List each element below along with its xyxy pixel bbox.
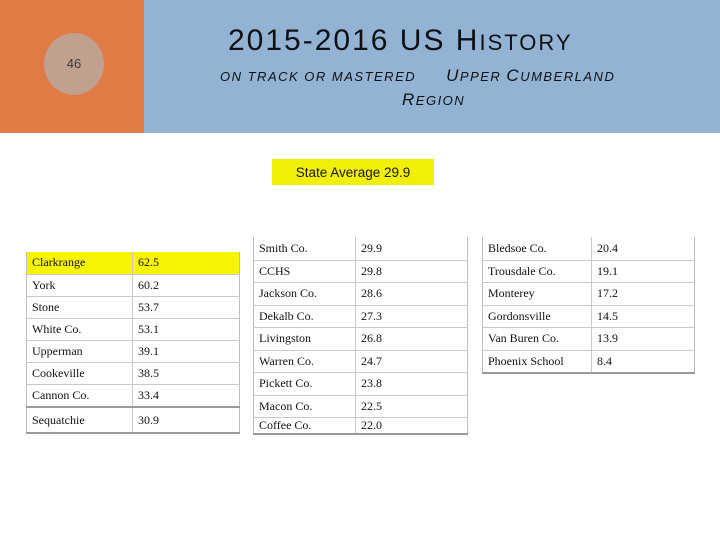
slide-title: 2015-2016 US HISTORY [228, 24, 708, 58]
table-row: Smith Co. 29.9 [253, 237, 468, 261]
header-right-band [144, 0, 720, 133]
table-row: Cannon Co. 33.4 [26, 384, 240, 408]
school-name: York [26, 274, 133, 297]
subtitle-cap-c: C [506, 66, 521, 85]
school-name: Stone [26, 296, 133, 319]
school-name: Livingston [253, 327, 356, 351]
school-score: 26.8 [355, 327, 468, 351]
title-part-main: 2015-2016 US H [228, 24, 480, 57]
school-name: Smith Co. [253, 237, 356, 261]
table-row: Livingston 26.8 [253, 327, 468, 351]
school-score: 62.5 [132, 252, 240, 275]
school-name: Bledsoe Co. [482, 237, 592, 261]
school-name: Macon Co. [253, 395, 356, 418]
school-score: 13.9 [591, 327, 695, 351]
slide-number-circle [44, 33, 104, 95]
slide-number: 46 [66, 56, 82, 71]
school-score: 38.5 [132, 362, 240, 385]
school-score: 29.9 [355, 237, 468, 261]
school-score: 39.1 [132, 340, 240, 363]
table-row: Upperman 39.1 [26, 340, 240, 363]
region-rest: EGION [415, 93, 466, 108]
state-average-value: 29.9 [384, 165, 411, 180]
table-row: Dekalb Co. 27.3 [253, 305, 468, 328]
school-name: White Co. [26, 318, 133, 341]
table-row: Monterey 17.2 [482, 282, 695, 306]
school-name: Van Buren Co. [482, 327, 592, 351]
table-row: CCHS 29.8 [253, 260, 468, 283]
state-average-badge: State Average 29.9 [272, 159, 434, 185]
region-cap: R [402, 90, 416, 109]
school-name: Jackson Co. [253, 282, 356, 306]
subtitle-cap-u: U [446, 66, 460, 85]
school-score: 53.7 [132, 296, 240, 319]
school-score: 29.8 [355, 260, 468, 283]
title-part-smallcaps: ISTORY [479, 30, 573, 55]
table-row: Coffee Co. 22.0 [253, 417, 468, 435]
school-name: Clarkrange [26, 252, 133, 275]
school-name: Coffee Co. [253, 417, 356, 435]
subtitle-part-1: ON TRACK OR MASTERED [220, 69, 417, 84]
school-name: Cannon Co. [26, 384, 133, 408]
school-score: 30.9 [132, 407, 240, 434]
school-name: Gordonsville [482, 305, 592, 328]
school-name: Phoenix School [482, 350, 592, 374]
school-name: Trousdale Co. [482, 260, 592, 283]
school-score: 20.4 [591, 237, 695, 261]
school-score: 19.1 [591, 260, 695, 283]
school-score: 14.5 [591, 305, 695, 328]
school-score: 23.8 [355, 372, 468, 396]
left-school-table: Clarkrange 62.5 York 60.2 Stone 53.7 White Co.… [26, 252, 240, 434]
school-score: 17.2 [591, 282, 695, 306]
school-score: 60.2 [132, 274, 240, 297]
table-row: Clarkrange 62.5 [26, 252, 240, 275]
right-school-table: Bledsoe Co. 20.4 Trousdale Co. 19.1 Monterey… [482, 237, 695, 374]
school-score: 27.3 [355, 305, 468, 328]
table-row: Cookeville 38.5 [26, 362, 240, 385]
state-average-label: State Average [295, 165, 381, 180]
table-row: Warren Co. 24.7 [253, 350, 468, 373]
school-name: CCHS [253, 260, 356, 283]
school-score: 24.7 [355, 350, 468, 373]
table-row: Van Buren Co. 13.9 [482, 327, 695, 351]
subtitle-part-3: UMBERLAND [520, 69, 616, 84]
school-name: Pickett Co. [253, 372, 356, 396]
table-row: Jackson Co. 28.6 [253, 282, 468, 306]
slide-subtitle: ON TRACK OR MASTERED UPPER CUMBERLAND [220, 66, 670, 86]
table-row: Stone 53.7 [26, 296, 240, 319]
table-row: Gordonsville 14.5 [482, 305, 695, 328]
table-row: Sequatchie 30.9 [26, 407, 240, 434]
school-score: 53.1 [132, 318, 240, 341]
school-name: Upperman [26, 340, 133, 363]
school-score: 8.4 [591, 350, 695, 374]
table-row: Trousdale Co. 19.1 [482, 260, 695, 283]
school-name: Dekalb Co. [253, 305, 356, 328]
school-score: 22.0 [355, 417, 468, 435]
school-name: Sequatchie [26, 407, 133, 434]
table-row: White Co. 53.1 [26, 318, 240, 341]
school-score: 33.4 [132, 384, 240, 408]
middle-school-table: Smith Co. 29.9 CCHS 29.8 Jackson Co. 28.6 Deka… [253, 237, 468, 435]
table-row: Bledsoe Co. 20.4 [482, 237, 695, 261]
school-name: Cookeville [26, 362, 133, 385]
table-row: Phoenix School 8.4 [482, 350, 695, 374]
subtitle-part-2: PPER [459, 69, 507, 84]
school-score: 28.6 [355, 282, 468, 306]
slide-subtitle-region: REGION [402, 90, 465, 110]
school-score: 22.5 [355, 395, 468, 418]
school-name: Monterey [482, 282, 592, 306]
school-name: Warren Co. [253, 350, 356, 373]
table-row: Pickett Co. 23.8 [253, 372, 468, 396]
table-row: Macon Co. 22.5 [253, 395, 468, 418]
table-row: York 60.2 [26, 274, 240, 297]
